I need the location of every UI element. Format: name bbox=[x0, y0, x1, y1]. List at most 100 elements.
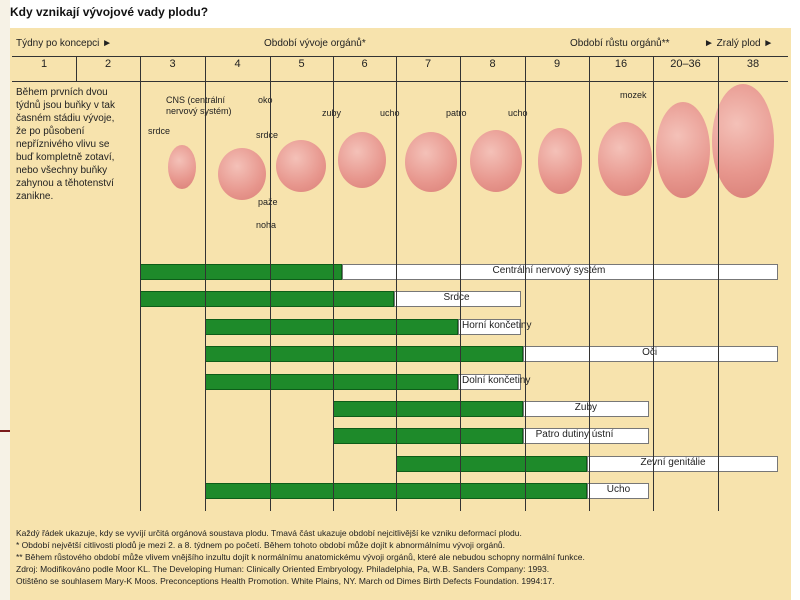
intro-line: nepříznivého vlivu se bbox=[16, 139, 110, 150]
chart-row: Oči bbox=[0, 346, 800, 363]
week-number: 16 bbox=[614, 58, 628, 70]
embryo-week16 bbox=[598, 122, 652, 196]
embryo-week6 bbox=[338, 132, 386, 188]
header-row: Týdny po koncepci ► Období vývoje orgánů… bbox=[16, 38, 786, 54]
grid-line bbox=[205, 56, 206, 511]
footnotes: Každý řádek ukazuje, kdy se vyvíjí určit… bbox=[16, 527, 786, 587]
bar-dark-segment bbox=[140, 264, 342, 280]
embryo-week7 bbox=[405, 132, 457, 192]
week-number: 6 bbox=[361, 58, 368, 70]
chart-row: Zevní genitálie bbox=[0, 455, 800, 472]
intro-line: nebo všechny buňky bbox=[16, 165, 108, 176]
intro-text: Během prvních dvou týdnů jsou buňky v tak… bbox=[16, 86, 136, 203]
week-number: 1 bbox=[40, 58, 48, 70]
week-number: 5 bbox=[298, 58, 305, 70]
grid-line bbox=[718, 56, 719, 511]
label-srdce: srdce bbox=[148, 126, 171, 136]
label-cns: CNS (centrální bbox=[166, 95, 226, 105]
bar-label: Zevní genitálie bbox=[640, 456, 706, 468]
intro-line: buď kompletně zotaví, bbox=[16, 152, 115, 163]
chart-row: Patro dutiny ústní bbox=[0, 428, 800, 445]
intro-line: týdnů jsou buňky v tak bbox=[16, 100, 115, 111]
embryo-week3 bbox=[168, 145, 196, 189]
footnote-line: Zdroj: Modifikováno podle Moor KL. The D… bbox=[16, 564, 550, 574]
label-srdce-2: srdce bbox=[256, 130, 279, 140]
intro-line: časném stádiu vývoje, bbox=[16, 113, 115, 124]
intro-line: zahynou a těhotenství bbox=[16, 178, 114, 189]
week-number: 9 bbox=[553, 58, 561, 70]
bar-light-segment bbox=[587, 483, 649, 500]
intro-line: zanikne. bbox=[16, 191, 54, 202]
chart-row: Ucho bbox=[0, 483, 800, 500]
embryo-week9 bbox=[538, 128, 582, 194]
footnote-line: Otištěno se souhlasem Mary-K Moos. Preco… bbox=[16, 576, 555, 586]
bar-label: Centrální nervový systém bbox=[492, 265, 606, 276]
bar-label: Patro dutiny ústní bbox=[535, 429, 614, 441]
embryo-week4 bbox=[218, 148, 266, 200]
bar-label: Ucho bbox=[606, 484, 631, 496]
embryo-week5 bbox=[276, 140, 326, 192]
embryo-week20-36 bbox=[656, 102, 710, 198]
label-zuby: zuby bbox=[322, 108, 342, 118]
bar-dark-segment bbox=[205, 346, 523, 363]
week-number: 8 bbox=[489, 58, 496, 70]
chart-row: Srdce bbox=[0, 291, 800, 308]
grid-line bbox=[589, 56, 590, 511]
bar-label: Srdce bbox=[443, 292, 470, 304]
embryo-week8 bbox=[470, 130, 522, 192]
label-patro: patro bbox=[446, 108, 467, 118]
label-ucho: ucho bbox=[380, 108, 400, 118]
week-number: 4 bbox=[234, 58, 241, 70]
label-cns-2: nervový systém) bbox=[166, 106, 232, 116]
grid-line bbox=[76, 56, 77, 81]
label-paze: paže bbox=[258, 197, 278, 207]
week-number: 20–36 bbox=[670, 58, 701, 70]
grid-line bbox=[333, 56, 334, 511]
bar-light-segment bbox=[523, 346, 778, 363]
week-number: 38 bbox=[746, 58, 760, 70]
bar-label: Zuby bbox=[574, 402, 598, 413]
weeks-label: Týdny po koncepci ► bbox=[16, 38, 113, 49]
grid-line bbox=[653, 56, 654, 511]
bar-light-segment bbox=[458, 318, 521, 335]
grid-line bbox=[396, 56, 397, 511]
bar-dark-segment bbox=[140, 291, 394, 308]
bar-light-segment bbox=[394, 291, 521, 308]
label-ucho-2: ucho bbox=[508, 108, 528, 118]
grid-line bbox=[460, 56, 461, 511]
bar-dark-segment bbox=[205, 373, 458, 390]
header-rule-top bbox=[12, 56, 788, 57]
bar-dark-segment bbox=[205, 318, 458, 335]
embryo-week38 bbox=[712, 84, 774, 198]
week-numbers-row: 1 2 3 4 5 6 7 8 9 16 20–36 38 bbox=[12, 58, 788, 80]
bar-dark-segment bbox=[333, 428, 523, 445]
footnote-line: ** Během růstového období může vlivem vn… bbox=[16, 552, 585, 562]
intro-line: Během prvních dvou bbox=[16, 87, 108, 98]
week-number: 3 bbox=[169, 58, 176, 70]
bar-label: Horní končetiny bbox=[462, 319, 532, 331]
bar-light-segment bbox=[523, 428, 649, 445]
growth-period-label: Období růstu orgánů** bbox=[570, 38, 670, 49]
bar-light-segment bbox=[341, 264, 778, 280]
organ-period-label: Období vývoje orgánů* bbox=[264, 38, 366, 49]
term-label: ► Zralý plod ► bbox=[704, 38, 774, 49]
bar-light-segment bbox=[587, 455, 778, 472]
bar-light-segment bbox=[458, 373, 521, 390]
grid-line bbox=[525, 56, 526, 511]
left-accent-stripe bbox=[0, 430, 10, 432]
bar-dark-segment bbox=[396, 455, 587, 472]
left-margin bbox=[0, 0, 10, 600]
header-rule-bottom bbox=[12, 81, 788, 82]
grid-line bbox=[270, 56, 271, 511]
bar-label: Oči bbox=[642, 347, 658, 359]
chart-row: Horní končetiny bbox=[0, 318, 800, 335]
footnote-line: Každý řádek ukazuje, kdy se vyvíjí určit… bbox=[16, 528, 522, 538]
chart-row: Centrální nervový systém bbox=[0, 264, 800, 280]
label-mozek: mozek bbox=[620, 90, 647, 100]
label-noha: noha bbox=[256, 220, 277, 230]
intro-line: že po působení bbox=[16, 126, 85, 137]
week-number: 7 bbox=[424, 58, 432, 70]
week-number: 2 bbox=[104, 58, 112, 70]
chart-row: Dolní končetiny bbox=[0, 373, 800, 390]
